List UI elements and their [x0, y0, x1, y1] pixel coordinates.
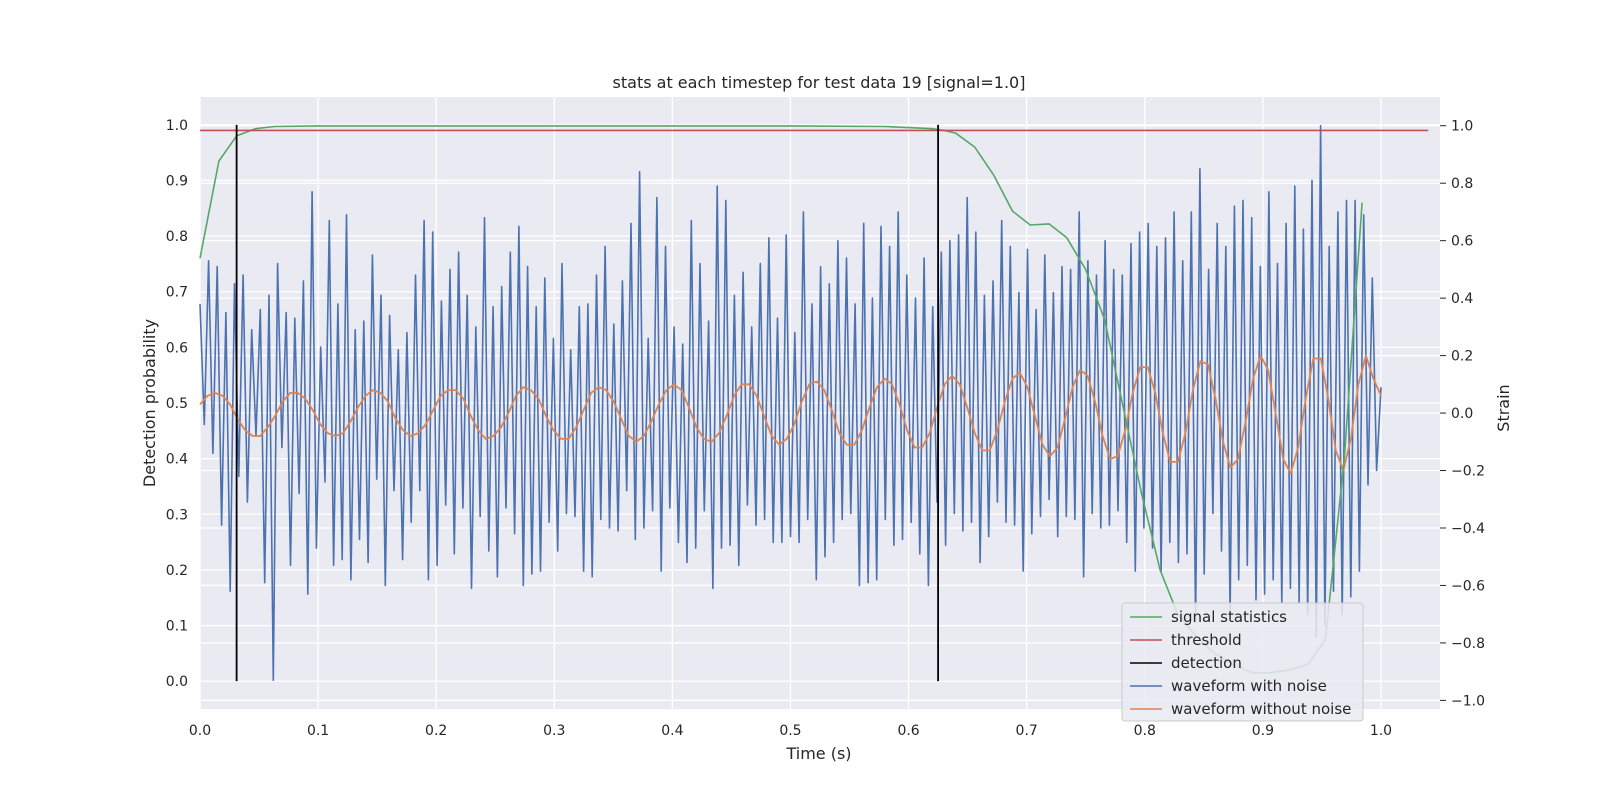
x-tick-label: 0.5: [779, 723, 801, 739]
x-axis-label: Time (s): [785, 744, 851, 763]
y2-tick-label: 0.2: [1451, 349, 1473, 365]
legend: signal statistics threshold detection wa…: [1121, 602, 1364, 722]
y-tick-label: 0.6: [166, 340, 188, 356]
x-tick-label: 0.9: [1252, 723, 1274, 739]
x-tick-label: 0.1: [307, 723, 329, 739]
y2-tick-label: 0.6: [1451, 234, 1473, 250]
x-tick-label: 0.8: [1134, 723, 1156, 739]
y-tick-label: 0.9: [166, 173, 188, 189]
y2-tick-label: 0.8: [1451, 176, 1473, 192]
y-tick-label: 0.5: [166, 396, 188, 412]
y-tick-label: 0.4: [166, 452, 188, 468]
x-tick-label: 0.3: [543, 723, 565, 739]
legend-label-waveform-with-noise: waveform with noise: [1171, 677, 1327, 695]
legend-label-threshold: threshold: [1171, 631, 1242, 649]
chart-title: stats at each timestep for test data 19 …: [613, 73, 1026, 92]
legend-label-detection: detection: [1171, 654, 1242, 672]
x-tick-label: 0.2: [425, 723, 447, 739]
y2-tick-label: −0.6: [1451, 578, 1485, 594]
x-axis-ticks: 0.0 0.1 0.2 0.3 0.4 0.5 0.6 0.7 0.8 0.9 1.0: [189, 723, 1392, 739]
legend-box: [1121, 602, 1364, 722]
y-tick-label: 1.0: [166, 118, 188, 134]
y2-tick-label: 1.0: [1451, 119, 1473, 135]
y-tick-label: 0.2: [166, 563, 188, 579]
y2-axis-label: Strain: [1494, 384, 1513, 431]
y2-tick-label: −0.2: [1451, 464, 1485, 480]
y-tick-label: 0.8: [166, 229, 188, 245]
y2-tick-label: 0.0: [1451, 406, 1473, 422]
x-tick-label: 0.6: [897, 723, 919, 739]
y-axis-label: Detection probability: [140, 319, 159, 487]
y2-tick-label: −1.0: [1451, 693, 1485, 709]
y-axis-ticks: 0.0 0.1 0.2 0.3 0.4 0.5 0.6 0.7 0.8 0.9 1.0: [166, 118, 188, 690]
y-tick-label: 0.1: [166, 619, 188, 635]
x-tick-label: 0.7: [1016, 723, 1038, 739]
x-tick-label: 1.0: [1370, 723, 1392, 739]
x-tick-label: 0.4: [661, 723, 683, 739]
x-tick-label: 0.0: [189, 723, 211, 739]
y-tick-label: 0.3: [166, 507, 188, 523]
y-tick-label: 0.7: [166, 285, 188, 301]
y2-tick-label: −0.4: [1451, 521, 1485, 537]
series-waveform-with-noise: [199, 124, 1382, 682]
legend-label-signal-statistics: signal statistics: [1171, 608, 1287, 626]
y2-tick-label: 0.4: [1451, 291, 1473, 307]
legend-label-waveform-without-noise: waveform without noise: [1171, 700, 1351, 718]
series-waveform-without-noise: [199, 354, 1382, 475]
y2-tick-label: −0.8: [1451, 636, 1485, 652]
y-tick-label: 0.0: [166, 674, 188, 690]
y2-axis-ticks: −1.0 −0.8 −0.6 −0.4 −0.2 0.0 0.2 0.4 0.6 0.8 1.0: [1440, 119, 1485, 709]
